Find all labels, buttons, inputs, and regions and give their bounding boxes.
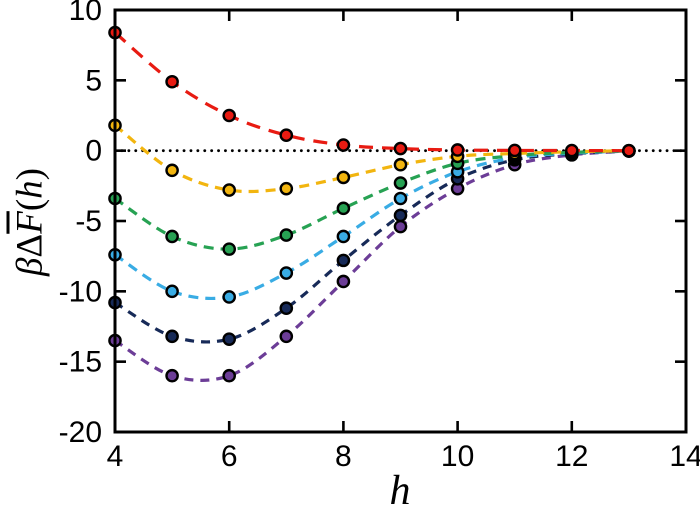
- series-red-point: [393, 141, 408, 156]
- series-red-point: [565, 143, 579, 158]
- series-red-point: [622, 143, 636, 158]
- series-lightblue-curve: [114, 149, 629, 300]
- series-purple-point: [393, 219, 408, 234]
- x-tick-label: 12: [555, 440, 588, 473]
- series-gold-point: [393, 157, 408, 172]
- series-red-curve: [113, 31, 629, 153]
- series-red-point: [336, 138, 351, 152]
- x-tick-label: 4: [107, 440, 124, 473]
- x-tick-label: 6: [221, 440, 238, 473]
- series-lightblue-point: [165, 284, 179, 299]
- y-title-beta: β: [9, 257, 51, 276]
- series-green-point: [222, 242, 236, 256]
- series-navy-point: [165, 329, 179, 344]
- y-tick-label: 10: [69, 0, 102, 27]
- y-tick-label: -20: [59, 416, 102, 449]
- series-green-point: [393, 176, 408, 190]
- series-green-point: [165, 229, 179, 244]
- series-green-curve: [114, 149, 629, 251]
- series-lightblue-point: [393, 191, 408, 206]
- series-red-point: [450, 143, 465, 157]
- y-title-paren-open: (: [9, 198, 51, 212]
- series-red-point: [222, 108, 236, 123]
- series-red-point: [507, 143, 522, 158]
- series-red-point: [279, 128, 294, 142]
- x-axis-title: h: [390, 470, 411, 512]
- series-navy-point: [393, 208, 408, 223]
- y-tick-label: -10: [59, 275, 102, 308]
- series-lightblue-point: [336, 229, 351, 244]
- series-navy-curve: [114, 149, 629, 344]
- series-purple-curve: [114, 149, 630, 382]
- y-title-fbar: F: [9, 211, 51, 234]
- series-gold-point: [336, 170, 351, 185]
- series-purple-point: [165, 368, 179, 383]
- series-lightblue-point: [279, 266, 294, 280]
- y-tick-label: -5: [75, 205, 102, 238]
- y-tick-label: 0: [85, 135, 102, 168]
- y-tick-label: -15: [59, 346, 102, 379]
- series-green-point: [336, 201, 351, 216]
- y-title-h: h: [9, 180, 51, 199]
- series-purple-point: [279, 329, 294, 344]
- series-navy-point: [222, 332, 236, 346]
- y-axis-title: βΔF(h): [9, 168, 51, 276]
- y-title-delta: Δ: [9, 233, 51, 258]
- x-tick-label: 14: [669, 440, 700, 473]
- series-purple-point: [336, 274, 351, 289]
- series-gold-point: [279, 181, 294, 196]
- y-title-paren-close: ): [9, 168, 51, 181]
- series-lightblue-point: [222, 290, 236, 304]
- series-gold-point: [165, 163, 179, 178]
- series-navy-point: [279, 301, 294, 316]
- x-axis-title-text: h: [389, 468, 411, 514]
- series-gold-curve: [114, 124, 629, 194]
- x-tick-label: 10: [441, 440, 474, 473]
- y-tick-label: 5: [85, 64, 102, 97]
- series-navy-point: [336, 253, 351, 268]
- series-purple-point: [222, 368, 236, 383]
- series-red-point: [165, 74, 179, 89]
- series-green-point: [279, 228, 294, 242]
- series-gold-point: [222, 183, 236, 197]
- x-tick-label: 8: [335, 440, 352, 473]
